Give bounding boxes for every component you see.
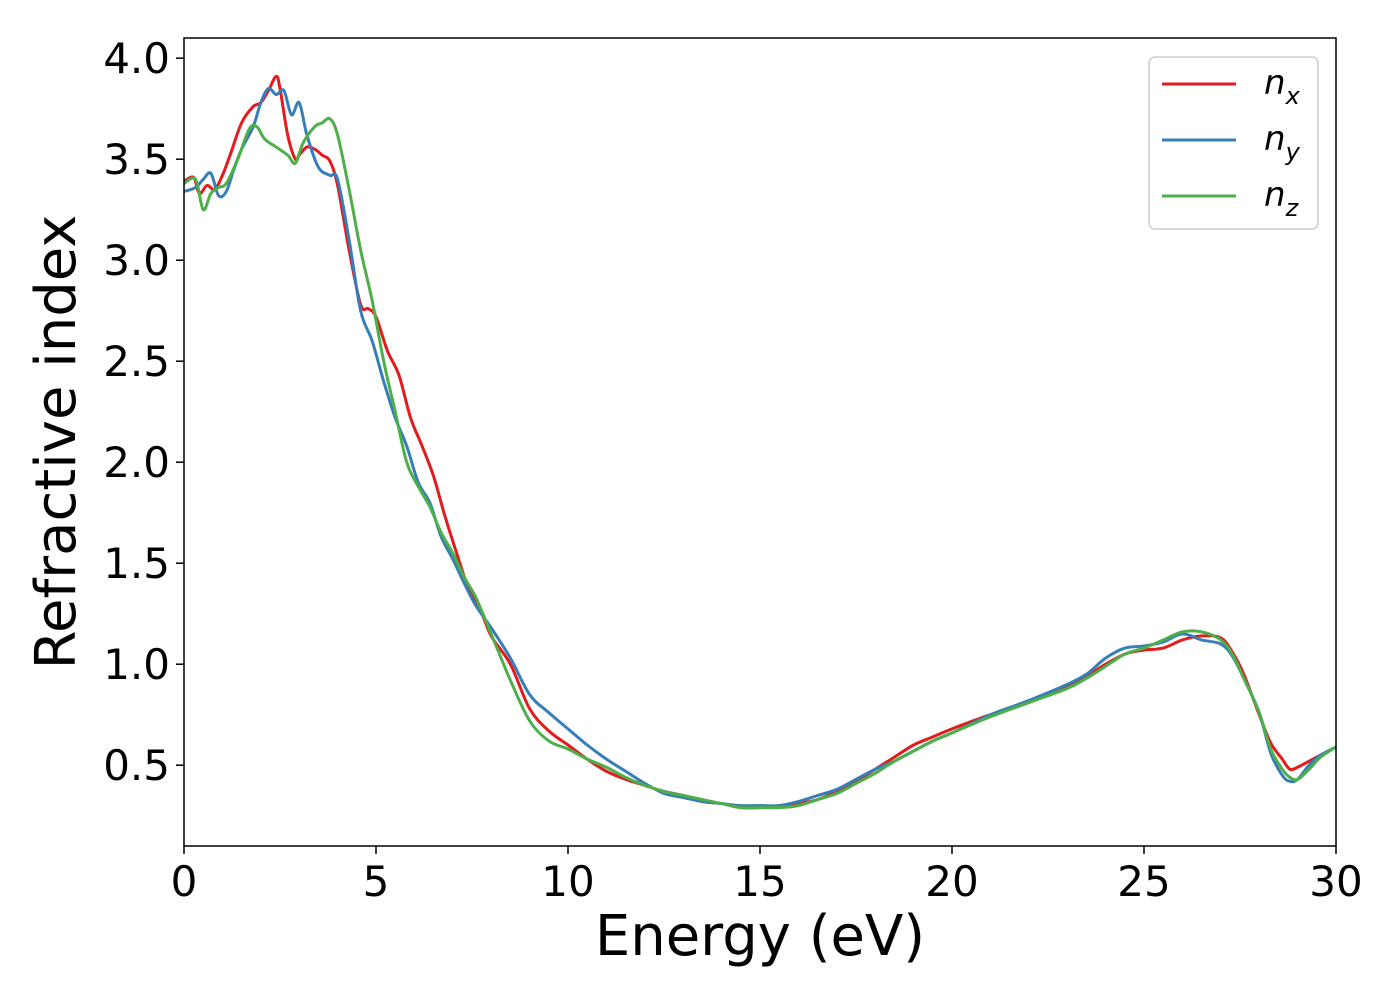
y-tick-label: 1.5 bbox=[103, 539, 170, 588]
series-line-y bbox=[184, 86, 1336, 808]
y-tick-label: 3.0 bbox=[103, 236, 170, 285]
y-tick-label: 2.5 bbox=[103, 337, 170, 386]
x-axis-ticks: 0 5 10 15 20 25 30 bbox=[171, 846, 1363, 906]
x-tick-label: 20 bbox=[925, 857, 978, 906]
y-tick-label: 3.5 bbox=[103, 135, 170, 184]
x-tick-label: 0 bbox=[171, 857, 198, 906]
y-axis-label: Refractive index bbox=[24, 215, 89, 670]
legend-box bbox=[1148, 56, 1319, 230]
x-tick-label: 25 bbox=[1117, 857, 1170, 906]
legend-label-z: nz bbox=[1264, 175, 1300, 222]
series-layer bbox=[184, 74, 1336, 810]
y-tick-label: 1.0 bbox=[103, 640, 170, 689]
legend: nx ny nz bbox=[1148, 56, 1319, 230]
x-axis-label: Energy (eV) bbox=[595, 904, 925, 969]
legend-label-x: nx bbox=[1264, 63, 1301, 110]
legend-label-y: ny bbox=[1264, 119, 1301, 166]
y-tick-label: 0.5 bbox=[103, 741, 170, 790]
y-tick-label: 4.0 bbox=[103, 34, 170, 83]
y-tick-label: 2.0 bbox=[103, 438, 170, 487]
series-line-z bbox=[184, 116, 1336, 810]
y-axis-ticks: 0.5 1.0 1.5 2.0 2.5 3.0 3.5 4.0 bbox=[103, 34, 184, 790]
x-tick-label: 15 bbox=[733, 857, 786, 906]
x-tick-label: 10 bbox=[541, 857, 594, 906]
series-line-x bbox=[184, 74, 1336, 810]
x-tick-label: 30 bbox=[1309, 857, 1362, 906]
x-tick-label: 5 bbox=[363, 857, 390, 906]
